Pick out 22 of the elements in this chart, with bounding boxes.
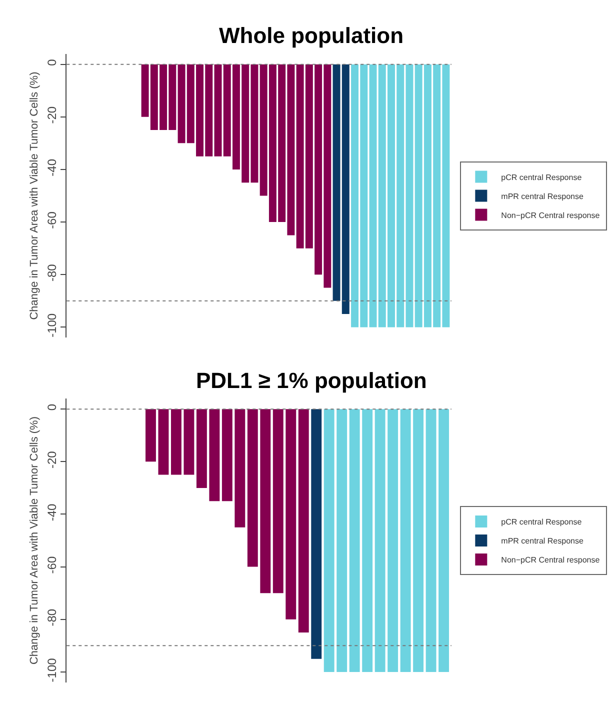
y-axis-title: Change in Tumor Area with Viable Tumor Cells (%)	[28, 416, 40, 665]
y-tick-label: -20	[44, 450, 59, 469]
y-tick-label: -100	[44, 313, 59, 338]
chart-title: PDL1 ≥ 1% population	[196, 368, 427, 393]
y-tick-label: -40	[44, 503, 59, 522]
y-axis-title: Change in Tumor Area with Viable Tumor Cells (%)	[28, 72, 40, 320]
y-tick-label: -100	[44, 658, 59, 682]
y-tick-label: -80	[44, 608, 59, 626]
y-tick-label: -60	[44, 211, 59, 229]
y-tick-label: -20	[44, 106, 59, 124]
legend-label: mPR central Response	[501, 192, 584, 201]
legend-label: pCR central Response	[501, 518, 582, 527]
legend-label: Non−pCR Central response	[501, 556, 600, 565]
y-tick-label: 0	[44, 404, 59, 411]
y-tick-label: -60	[44, 556, 59, 574]
legend-label: Non−pCR Central response	[501, 210, 600, 220]
chart-title: Whole population	[219, 23, 404, 48]
legend-label: pCR central Response	[501, 172, 582, 182]
legend-label: mPR central Response	[501, 536, 584, 546]
y-tick-label: 0	[44, 58, 59, 66]
y-tick-label: -40	[44, 158, 59, 176]
y-tick-label: -80	[44, 264, 59, 282]
